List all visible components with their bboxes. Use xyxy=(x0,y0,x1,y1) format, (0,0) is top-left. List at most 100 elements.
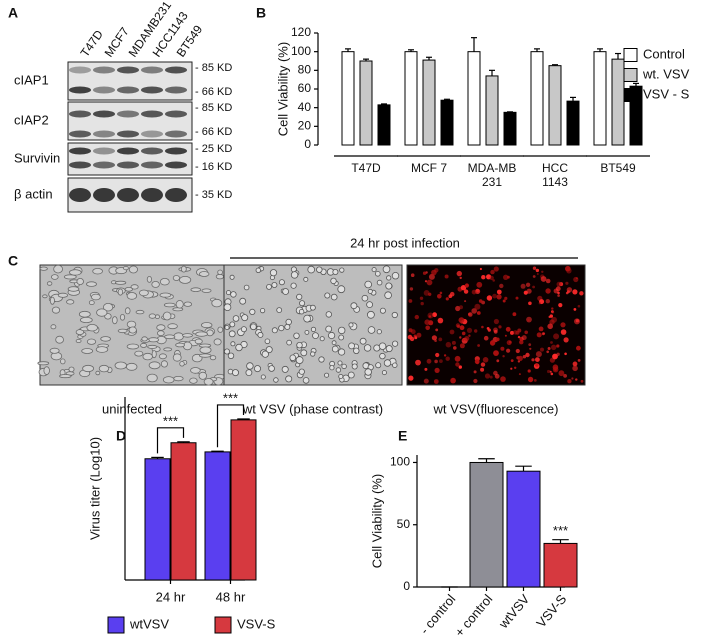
cell xyxy=(330,293,338,301)
size-marker: - 85 KD xyxy=(195,62,232,74)
cell xyxy=(386,275,392,281)
x-tick-label: 48 hr xyxy=(216,589,246,604)
cell xyxy=(391,340,399,347)
cell xyxy=(502,299,506,303)
blot-row xyxy=(67,142,193,176)
cell xyxy=(554,368,557,372)
cell xyxy=(490,269,495,275)
cell xyxy=(521,335,527,341)
cell xyxy=(428,273,435,280)
cell xyxy=(439,359,443,363)
cell xyxy=(449,291,455,297)
annotation: *** xyxy=(223,390,238,405)
cell xyxy=(341,363,347,370)
cell xyxy=(453,346,457,350)
cell xyxy=(198,353,212,358)
cell xyxy=(141,336,148,342)
legend-label: VSV - S xyxy=(643,86,690,101)
blot-row xyxy=(67,177,193,213)
cell xyxy=(163,347,173,352)
cell xyxy=(128,265,138,274)
blot-band xyxy=(93,188,115,202)
cell xyxy=(538,302,541,305)
cell xyxy=(296,342,303,349)
cell xyxy=(367,326,376,334)
cell xyxy=(551,307,554,310)
blot-band xyxy=(165,147,187,155)
cell xyxy=(558,370,565,377)
cell xyxy=(364,368,372,376)
cell xyxy=(529,347,532,350)
cell xyxy=(123,265,129,271)
cell xyxy=(541,332,545,336)
cell xyxy=(468,334,471,337)
cell xyxy=(486,295,493,301)
cell xyxy=(232,315,240,322)
cell xyxy=(257,331,264,338)
bar xyxy=(404,51,418,146)
x-tick-label: T47D xyxy=(351,161,381,175)
micrograph xyxy=(37,264,226,386)
cell xyxy=(502,355,505,358)
significance-bracket xyxy=(216,404,245,448)
blot-band xyxy=(93,147,115,155)
cell xyxy=(253,365,261,373)
cell xyxy=(385,345,393,353)
cell xyxy=(68,366,75,373)
cell xyxy=(547,369,551,374)
cell xyxy=(124,307,131,315)
cell xyxy=(548,315,551,318)
blot-band xyxy=(69,188,91,202)
cell xyxy=(231,369,239,377)
cell xyxy=(546,350,549,354)
cell xyxy=(444,274,449,279)
cell xyxy=(560,329,567,335)
cell xyxy=(528,343,532,346)
cell xyxy=(164,334,176,340)
cell xyxy=(229,274,235,280)
cell xyxy=(504,296,508,300)
cell xyxy=(493,318,499,325)
cell xyxy=(526,288,532,294)
cell xyxy=(480,367,485,372)
cell xyxy=(158,353,167,360)
cell xyxy=(229,321,236,328)
cell xyxy=(364,280,373,289)
cell xyxy=(456,324,460,328)
blot-band xyxy=(69,66,91,74)
cell xyxy=(495,337,500,342)
cell xyxy=(558,303,563,308)
cell xyxy=(445,297,449,301)
cell xyxy=(353,347,360,354)
cell xyxy=(151,350,157,359)
chart: Cell Viability (%) 0 20 40 60 80 100 120 T47D MCF… xyxy=(275,25,690,189)
cell xyxy=(66,299,75,305)
cell xyxy=(209,355,217,361)
cell xyxy=(427,312,434,319)
size-marker: - 66 KD xyxy=(195,126,232,138)
blot-band xyxy=(141,66,163,74)
cell xyxy=(78,310,91,318)
cell xyxy=(434,367,440,373)
cell xyxy=(527,319,530,322)
cell xyxy=(445,356,450,361)
cell xyxy=(496,289,502,295)
cell xyxy=(49,347,60,354)
cell xyxy=(261,350,269,358)
legend-swatch xyxy=(623,88,638,102)
cell xyxy=(471,289,477,295)
bar xyxy=(503,111,517,146)
cell xyxy=(330,277,337,285)
cell xyxy=(459,325,465,331)
cell xyxy=(420,301,424,306)
cell xyxy=(518,373,521,376)
cell xyxy=(575,378,578,381)
bar xyxy=(422,59,436,146)
panel-label: A xyxy=(8,5,18,21)
cell xyxy=(201,288,212,293)
bar xyxy=(485,75,499,146)
cell xyxy=(266,283,272,290)
cell xyxy=(415,359,421,366)
cell xyxy=(535,351,542,358)
cell xyxy=(63,274,77,280)
